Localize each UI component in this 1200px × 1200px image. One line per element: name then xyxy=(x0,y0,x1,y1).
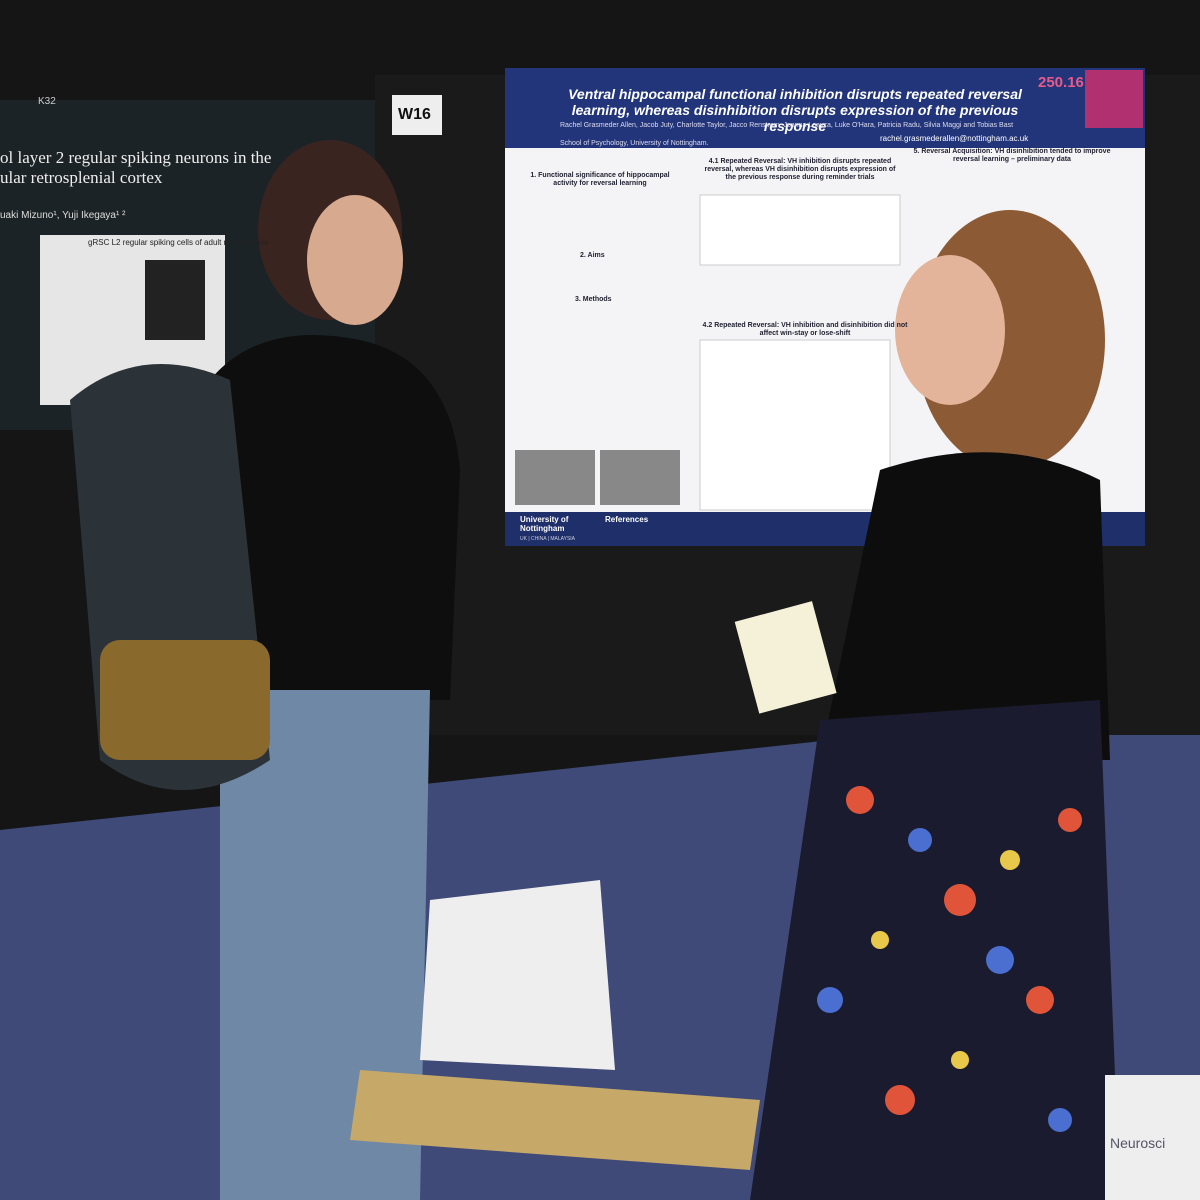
poster-number: 250.16 xyxy=(1038,74,1084,91)
section-heading: 5. Reversal Acquisition: VH disinhibitio… xyxy=(913,148,1111,164)
board-number: W16 xyxy=(398,106,431,123)
section-heading: 3. Methods xyxy=(575,296,612,303)
poster-authors: Rachel Grasmeder Allen, Jacob Juty, Char… xyxy=(560,122,1014,129)
section-heading: 4.2 Repeated Reversal: VH inhibition and… xyxy=(702,322,908,338)
bag-text: Neurosci xyxy=(1110,1135,1166,1151)
poster-email: rachel.grasmederallen@nottingham.ac.uk xyxy=(880,134,1029,143)
left-poster-title: ol layer 2 regular spiking neurons in th… xyxy=(0,148,271,187)
left-poster-authors: uaki Mizuno¹, Yuji Ikegaya¹ ² xyxy=(0,210,126,221)
logo-subtitle: UK | CHINA | MALAYSIA xyxy=(520,536,576,542)
title-line: ular retrosplenial cortex xyxy=(0,167,163,187)
title-line: ol layer 2 regular spiking neurons in th… xyxy=(0,148,272,167)
section-heading: References xyxy=(605,515,649,524)
left-poster-section: gRSC L2 regular spiking cells of adult m… xyxy=(88,238,269,247)
poster-affiliation: School of Psychology, University of Nott… xyxy=(560,140,709,147)
section-heading: 1. Functional significance of hippocampa… xyxy=(530,172,670,188)
section-heading: 4.1 Repeated Reversal: VH inhibition dis… xyxy=(704,158,896,182)
poster-title: Ventral hippocampal functional inhibitio… xyxy=(568,86,1022,135)
logo: University of Nottingham xyxy=(520,515,569,534)
left-board-number: K32 xyxy=(38,96,56,107)
section-heading: 2. Aims xyxy=(580,252,605,259)
